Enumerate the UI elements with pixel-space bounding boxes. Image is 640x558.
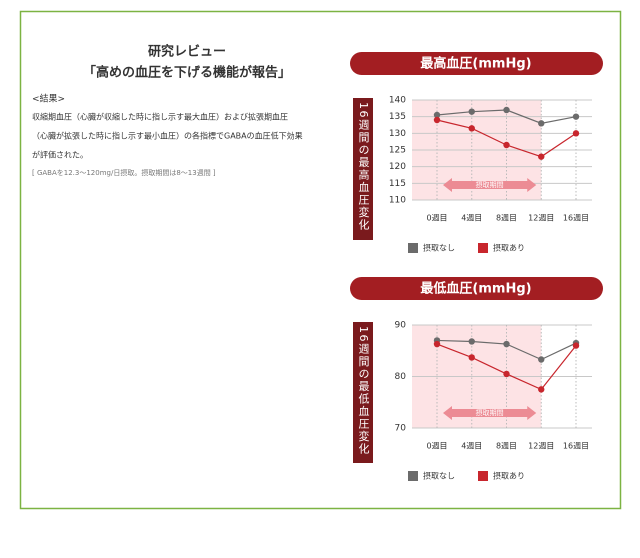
note: [ GABAを12.3〜120mg/日摂取。摂取期間は8〜13週間 ] xyxy=(32,168,216,177)
heading: 研究レビュー xyxy=(148,44,226,60)
legend-swatch xyxy=(408,471,418,481)
y-tick-label: 70 xyxy=(395,424,407,434)
annotation-arrow xyxy=(443,178,537,192)
heading: 「高めの血圧を下げる機能が報告」 xyxy=(83,65,291,81)
x-tick-label: 16週目 xyxy=(563,442,589,451)
data-point xyxy=(503,370,510,378)
data-point xyxy=(538,120,545,127)
y-tick-label: 130 xyxy=(389,129,406,139)
chart-title: 最高血圧(mmHg) xyxy=(420,56,531,72)
legend-swatch xyxy=(408,243,418,253)
data-point xyxy=(468,108,475,115)
data-point xyxy=(538,386,545,393)
x-tick-label: 12週目 xyxy=(528,214,554,223)
legend-swatch xyxy=(478,243,488,253)
data-point xyxy=(538,153,545,160)
y-tick-label: 120 xyxy=(389,162,406,172)
annotation-arrow xyxy=(443,406,537,420)
x-tick-label: 8週目 xyxy=(496,442,517,451)
y-tick-label: 140 xyxy=(389,96,406,106)
legend-label: 摂取なし xyxy=(423,243,455,253)
y-tick-label: 115 xyxy=(389,179,406,189)
data-point xyxy=(572,342,580,349)
data-point xyxy=(538,356,545,363)
data-point xyxy=(503,340,510,348)
subheading: <結果> xyxy=(32,93,65,105)
y-tick-label: 135 xyxy=(389,112,406,122)
y-tick-label: 80 xyxy=(395,372,407,382)
x-tick-label: 4週目 xyxy=(461,214,482,223)
y-tick-label: 125 xyxy=(389,146,406,156)
y-axis-label: 16週間の最高血圧変化 xyxy=(357,102,370,232)
legend-label: 摂取あり xyxy=(493,243,525,253)
y-tick-label: 110 xyxy=(389,196,406,206)
data-point xyxy=(503,141,510,149)
x-tick-label: 4週目 xyxy=(461,442,482,451)
paragraph: が評価された。 xyxy=(32,150,88,160)
legend-label: 摂取なし xyxy=(423,471,455,481)
frame xyxy=(19,10,622,510)
data-point xyxy=(572,113,580,120)
y-tick-label: 90 xyxy=(395,321,407,331)
x-tick-label: 8週目 xyxy=(496,214,517,223)
paragraph: （心臓が拡張した時に指し示す最小血圧）の各指標でGABAの血圧低下効果 xyxy=(32,131,303,141)
legend-label: 摂取あり xyxy=(493,471,525,481)
annotation: 摂取期間 xyxy=(476,180,504,189)
data-point xyxy=(468,354,475,361)
data-point xyxy=(468,338,475,345)
x-tick-label: 0週目 xyxy=(426,442,447,451)
data-point xyxy=(433,111,441,119)
x-tick-label: 16週目 xyxy=(563,214,589,223)
data-point xyxy=(572,130,580,137)
data-point xyxy=(433,116,441,124)
chart-title: 最低血圧(mmHg) xyxy=(420,281,531,297)
data-point xyxy=(503,106,510,114)
banner xyxy=(350,52,603,75)
ylabel-box xyxy=(353,98,373,240)
annotation: 摂取期間 xyxy=(476,408,504,417)
legend-swatch xyxy=(478,471,488,481)
data-point xyxy=(468,125,475,132)
data-point xyxy=(433,340,441,348)
x-tick-label: 0週目 xyxy=(426,214,447,223)
y-axis-label: 16週間の最低血圧変化 xyxy=(357,326,370,456)
paragraph: 収縮期血圧（心臓が収縮した時に指し示す最大血圧）および拡張期血圧 xyxy=(32,112,288,122)
ylabel-box xyxy=(353,322,373,463)
banner xyxy=(350,277,603,300)
x-tick-label: 12週目 xyxy=(528,442,554,451)
